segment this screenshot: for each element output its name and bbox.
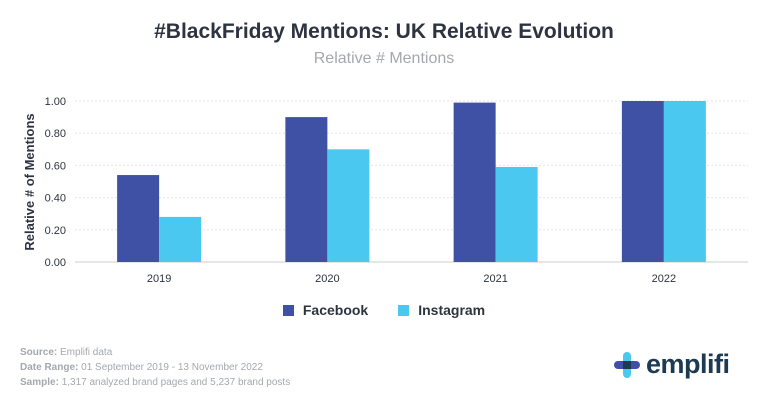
bar-facebook-2019	[117, 175, 160, 262]
y-tick-label: 1.00	[45, 96, 66, 108]
legend: Facebook Instagram	[0, 302, 768, 318]
logo-text: emplifi	[646, 349, 730, 379]
sample-label: Sample:	[20, 377, 59, 388]
chart-subtitle: Relative # Mentions	[313, 50, 455, 67]
legend-item-instagram: Instagram	[398, 302, 485, 318]
footer-notes: Source: Emplifi data Date Range: 01 Sept…	[20, 345, 290, 390]
footer-source: Source: Emplifi data	[20, 345, 290, 360]
bar-instagram-2020	[327, 149, 370, 262]
legend-item-facebook: Facebook	[282, 302, 369, 318]
y-tick-label: 0.20	[45, 225, 66, 237]
sample-value: 1,317 analyzed brand pages and 5,237 bra…	[61, 377, 291, 388]
bar-facebook-2021	[453, 102, 496, 262]
y-ticks: 0.00 0.20 0.40 0.60 0.80 1.00	[45, 96, 66, 269]
footer-sample: Sample: 1,317 analyzed brand pages and 5…	[20, 375, 290, 390]
y-tick-label: 0.00	[45, 257, 66, 269]
legend-swatch-facebook	[282, 304, 294, 316]
legend-label-facebook: Facebook	[302, 302, 369, 318]
y-axis-label: Relative # of Mentions	[22, 113, 37, 250]
date-range-label: Date Range:	[20, 362, 79, 373]
y-tick-label: 0.80	[45, 128, 66, 140]
x-ticks: 2019 2020 2021 2022	[147, 273, 676, 285]
chart-title: #BlackFriday Mentions: UK Relative Evolu…	[154, 20, 614, 43]
x-tick-label: 2021	[483, 273, 507, 285]
bar-instagram-2022	[663, 101, 706, 262]
y-tick-label: 0.60	[45, 160, 66, 172]
bar-instagram-2019	[159, 216, 202, 262]
bars	[117, 101, 706, 262]
bar-facebook-2020	[285, 117, 328, 262]
emplifi-logo: emplifi	[614, 349, 730, 380]
y-tick-label: 0.40	[45, 193, 66, 205]
x-tick-label: 2020	[315, 273, 339, 285]
source-label: Source:	[20, 347, 58, 358]
x-tick-label: 2019	[147, 273, 171, 285]
bar-chart: 0.00 0.20 0.40 0.60 0.80 1.00 2019 2020 2021 202…	[22, 96, 748, 285]
footer-date-range: Date Range: 01 September 2019 - 13 Novem…	[20, 360, 290, 375]
legend-swatch-instagram	[398, 304, 410, 316]
emplifi-logo-icon	[614, 351, 640, 378]
date-range-value: 01 September 2019 - 13 November 2022	[81, 362, 263, 373]
bar-instagram-2021	[495, 167, 538, 262]
x-tick-label: 2022	[652, 273, 676, 285]
legend-label-instagram: Instagram	[418, 302, 486, 318]
bar-facebook-2022	[621, 101, 664, 262]
source-value: Emplifi data	[60, 347, 113, 358]
